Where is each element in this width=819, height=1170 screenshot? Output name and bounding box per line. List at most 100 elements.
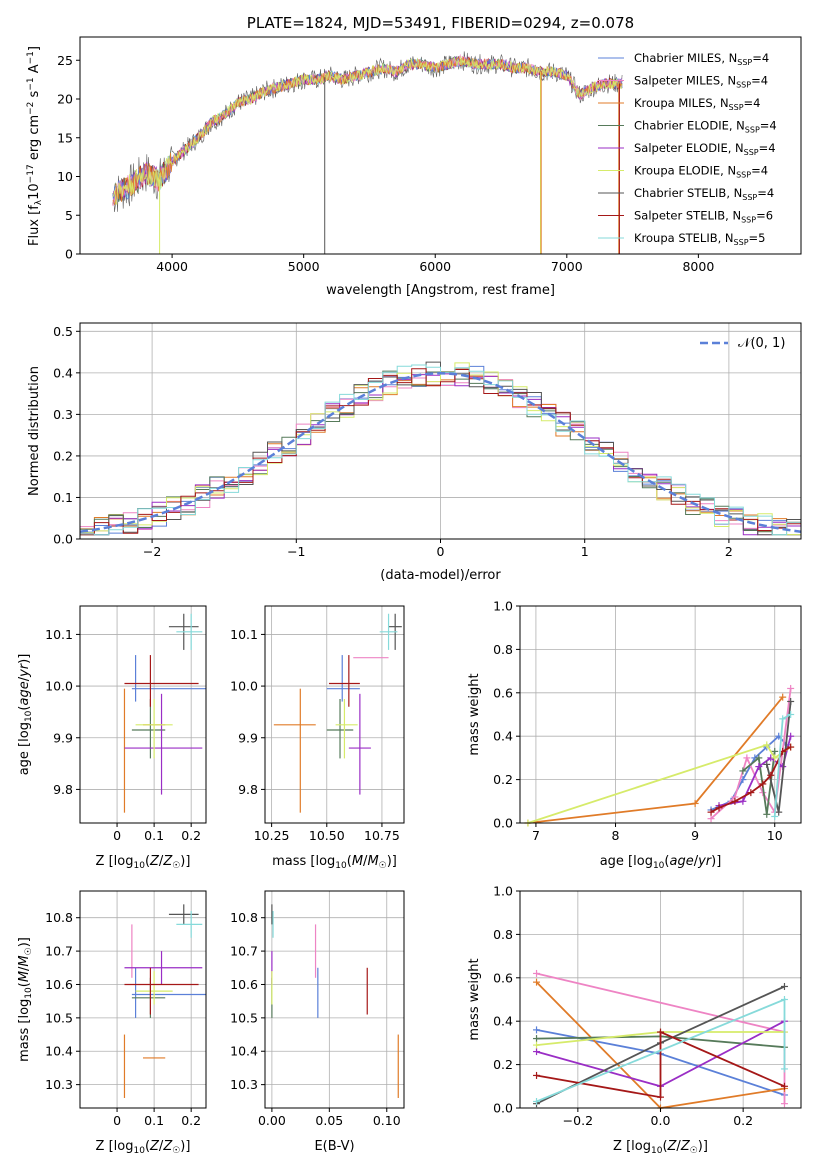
x-tick-label: 0.1	[144, 1113, 164, 1128]
y-tick-label: 20	[57, 92, 73, 107]
y-tick-label: 10.7	[45, 944, 73, 959]
x-axis-label: Z [log10(Z/Z☉)]	[613, 1139, 708, 1156]
x-tick-label: 10.25	[254, 828, 290, 843]
y-tick-label: 0.2	[493, 1057, 513, 1072]
x-tick-label: 0.00	[258, 1113, 286, 1128]
error-cross	[124, 693, 203, 795]
error-cross	[326, 655, 360, 702]
residual-histogram	[80, 364, 801, 536]
error-cross	[273, 688, 316, 813]
y-tick-label: 1.0	[493, 884, 513, 899]
y-tick-label: 10.0	[230, 679, 258, 694]
y-tick-label: 0.0	[493, 1101, 513, 1116]
y-tick-label: 0.4	[493, 1014, 513, 1029]
x-tick-label: 0.10	[373, 1113, 401, 1128]
y-tick-label: 10.4	[45, 1044, 73, 1059]
y-tick-label: 10.5	[230, 1010, 258, 1025]
y-tick-label: 0.6	[493, 970, 513, 985]
error-cross	[135, 971, 173, 1005]
x-tick-label: 8	[612, 828, 620, 843]
legend-label: Salpeter STELIB, NSSP=6	[634, 209, 773, 225]
legend-label: Kroupa MILES, NSSP=4	[634, 96, 760, 112]
legend-label: Kroupa ELODIE, NSSP=4	[634, 164, 768, 180]
weight-line	[536, 1030, 785, 1099]
y-tick-label: 10.8	[230, 910, 258, 925]
legend-label: Salpeter ELODIE, NSSP=4	[634, 141, 776, 157]
y-tick-label: 10.7	[230, 944, 258, 959]
x-axis-label: (data-model)/error	[380, 568, 501, 583]
x-tick-label: 0.1	[144, 828, 164, 843]
y-tick-label: 0.2	[53, 448, 73, 463]
error-cross	[326, 699, 354, 759]
y-tick-label: 0	[65, 247, 73, 262]
legend-label: Kroupa STELIB, NSSP=5	[634, 231, 765, 247]
x-tick-label: 10	[767, 828, 783, 843]
x-tick-label: 0	[437, 544, 445, 559]
y-tick-label: 10.6	[230, 977, 258, 992]
x-axis-label: mass [log10(M/M☉)]	[272, 854, 397, 871]
y-tick-label: 9.8	[53, 782, 73, 797]
y-tick-label: 10.6	[45, 977, 73, 992]
y-tick-label: 9.8	[238, 782, 258, 797]
y-tick-label: 0.6	[493, 685, 513, 700]
error-cross	[168, 904, 199, 925]
y-tick-label: 0.2	[493, 772, 513, 787]
y-tick-label: 0.8	[493, 642, 513, 657]
x-axis-label: wavelength [Angstrom, rest frame]	[326, 283, 555, 298]
error-cross	[124, 967, 199, 1015]
x-tick-label: 9	[691, 828, 699, 843]
residual-histogram	[80, 368, 801, 536]
error-cross	[123, 1034, 166, 1098]
error-cross	[124, 951, 203, 985]
x-tick-label: 6000	[419, 259, 451, 274]
x-axis-label: Z [log10(Z/Z☉)]	[96, 854, 191, 871]
y-tick-label: 0.4	[493, 729, 513, 744]
legend-label: 𝒩(0, 1)	[738, 336, 785, 351]
y-tick-label: 0.4	[53, 365, 73, 380]
x-tick-label: 0	[113, 1113, 121, 1128]
error-cross	[131, 977, 166, 1018]
y-tick-label: 9.9	[238, 730, 258, 745]
y-tick-label: 15	[57, 130, 73, 145]
y-tick-label: 5	[65, 208, 73, 223]
y-axis-label: mass weight	[467, 673, 482, 755]
y-tick-label: 0.5	[53, 324, 73, 339]
error-cross	[131, 699, 166, 759]
legend-label: Salpeter MILES, NSSP=4	[634, 74, 768, 90]
x-tick-label: 1	[581, 544, 589, 559]
y-axis-label: mass weight	[467, 958, 482, 1040]
error-cross	[124, 655, 199, 707]
x-tick-label: 10.50	[309, 828, 345, 843]
y-tick-label: 0.0	[53, 532, 73, 547]
x-axis-label: Z [log10(Z/Z☉)]	[96, 1139, 191, 1156]
plot-frame	[519, 605, 802, 824]
error-cross	[123, 688, 166, 813]
y-tick-label: 10.3	[45, 1077, 73, 1092]
plot-frame	[79, 890, 207, 1109]
spectrum-line	[112, 56, 623, 206]
y-axis-label: Flux [fλ10−17 erg cm−2 s−1 A−1]	[26, 46, 44, 246]
legend-label: Chabrier MILES, NSSP=4	[634, 51, 769, 67]
x-tick-label: 0.2	[181, 828, 201, 843]
plot-frame	[264, 605, 405, 824]
y-tick-label: 10.8	[45, 910, 73, 925]
y-tick-label: 10.3	[230, 1077, 258, 1092]
y-tick-label: 10.1	[45, 627, 73, 642]
error-cross	[335, 699, 358, 759]
x-axis-label: E(B-V)	[314, 1139, 354, 1154]
error-cross	[348, 693, 371, 795]
x-tick-label: −0.2	[563, 1113, 593, 1128]
y-axis-label: age [log10(age/yr)]	[17, 654, 34, 776]
y-tick-label: 0.0	[493, 816, 513, 831]
y-tick-label: 0.8	[493, 927, 513, 942]
x-tick-label: 0.2	[733, 1113, 753, 1128]
x-tick-label: 8000	[682, 259, 714, 274]
x-tick-label: 10.75	[364, 828, 400, 843]
x-tick-label: 0.2	[181, 1113, 201, 1128]
error-cross	[328, 655, 360, 707]
residual-histogram	[80, 362, 801, 536]
error-cross	[176, 911, 203, 938]
y-tick-label: 9.9	[53, 730, 73, 745]
x-tick-label: 4000	[156, 259, 188, 274]
x-tick-label: 0.0	[651, 1113, 671, 1128]
